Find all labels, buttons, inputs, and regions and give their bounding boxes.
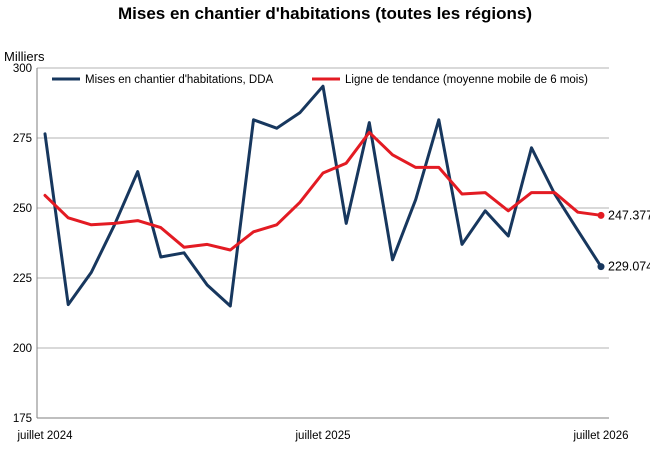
y-tick-label: 300 [13, 63, 32, 75]
housing-starts-end-label: 229.074 [608, 260, 650, 274]
y-axis-unit-label: Milliers [4, 49, 45, 64]
y-tick-label: 200 [13, 343, 32, 355]
x-tick-label: juillet 2024 [17, 430, 74, 442]
x-tick-label: juillet 2025 [295, 430, 351, 442]
trend-end-label: 247.377 [608, 208, 650, 222]
label-layer: 229.074 247.377 [608, 208, 650, 273]
y-tick-label: 275 [13, 133, 32, 145]
y-tick-label: 175 [13, 413, 32, 425]
legend: Mises en chantier d'habitations, DDA Lign… [52, 74, 588, 86]
housing-starts-point [597, 263, 605, 271]
legend-label-trend: Ligne de tendance (moyenne mobile de 6 m… [345, 74, 588, 86]
y-tick-label: 250 [13, 203, 32, 215]
legend-label-housing-starts: Mises en chantier d'habitations, DDA [85, 74, 274, 86]
trend-point [597, 211, 605, 219]
x-tick-label: juillet 2026 [573, 430, 629, 442]
chart-title: Mises en chantier d'habitations (toutes … [117, 4, 532, 23]
series-layer [43, 84, 605, 308]
housing-starts-line [43, 84, 603, 308]
y-tick-label: 225 [13, 273, 32, 285]
